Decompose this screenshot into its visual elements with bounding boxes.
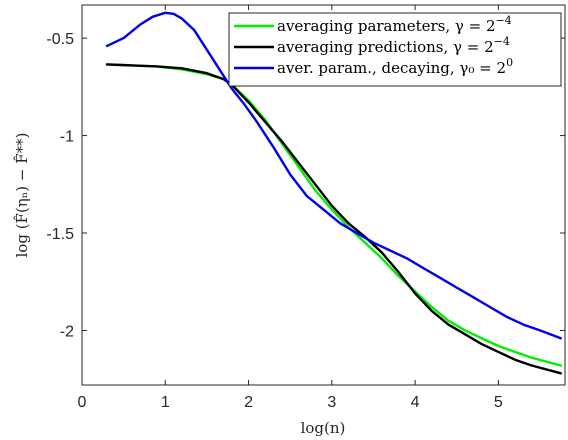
x-tick-label: 0 <box>78 394 87 411</box>
ticks-layer: 0 1 2 3 4 5 -0.5 -1 -1.5 -2 <box>46 5 565 411</box>
series-line-2 <box>105 63 562 375</box>
y-axis-label: log (F̂(ηₙ) − F̂**) <box>13 132 31 257</box>
legend-box <box>228 12 562 87</box>
series-layer <box>105 11 562 375</box>
x-tick-label: 4 <box>411 394 420 411</box>
series-line-3 <box>105 11 562 340</box>
axes-box <box>81 4 566 386</box>
x-tick-label: 1 <box>161 394 170 411</box>
y-tick-label: -0.5 <box>46 31 74 48</box>
x-tick-label: 3 <box>327 394 336 411</box>
legend-label: aver. param., decaying, γ₀ = 20 <box>277 56 513 77</box>
x-tick-label: 5 <box>494 394 503 411</box>
y-tick-label: -1 <box>60 129 74 146</box>
x-axis-label: log(n) <box>301 419 346 437</box>
legend-label: averaging parameters, γ = 2−4 <box>277 14 512 35</box>
legend-label: averaging predictions, γ = 2−4 <box>277 35 510 56</box>
y-tick-label: -1.5 <box>46 226 74 243</box>
y-tick-label: -2 <box>60 323 74 340</box>
x-tick-label: 2 <box>244 394 253 411</box>
axes-layer <box>81 4 566 386</box>
